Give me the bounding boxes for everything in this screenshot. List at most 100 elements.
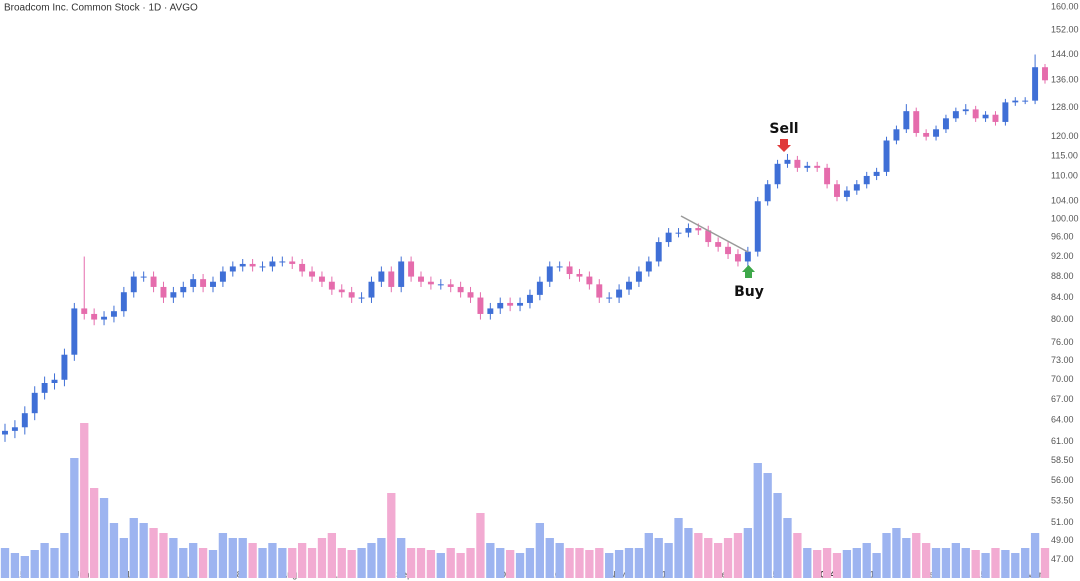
- volume-bar: [763, 473, 772, 578]
- candle-body: [933, 129, 940, 137]
- y-tick-label: 120.00: [1051, 131, 1079, 141]
- candle-body: [51, 379, 58, 384]
- volume-bar: [535, 523, 545, 578]
- candle-body: [2, 430, 8, 435]
- volume-bar: [208, 550, 218, 578]
- volume-bar: [307, 548, 317, 578]
- volume-bar: [486, 543, 495, 578]
- candle-body: [259, 266, 266, 268]
- candle-body: [210, 281, 216, 287]
- volume-bar: [30, 550, 39, 578]
- candle-body: [110, 311, 117, 317]
- volume-bar: [50, 548, 59, 578]
- candle-body: [388, 271, 395, 287]
- candle-body: [487, 308, 494, 314]
- volume-bar: [951, 543, 961, 578]
- candle-body: [309, 271, 316, 277]
- volume-bar: [733, 533, 743, 578]
- candle-body: [61, 354, 68, 380]
- volume-bar: [783, 518, 792, 578]
- candle-body: [71, 308, 78, 355]
- candle-body: [41, 383, 48, 393]
- volume-bar: [218, 533, 228, 578]
- candle-body: [477, 297, 484, 314]
- candle-body: [507, 302, 514, 306]
- candle-body: [784, 159, 791, 164]
- volume-bar: [466, 548, 475, 578]
- candle-body: [972, 109, 979, 119]
- candle-body: [705, 230, 712, 243]
- volume-bar: [694, 533, 703, 578]
- volume-bar: [367, 543, 376, 578]
- candle-body: [1002, 102, 1009, 122]
- volume-bar: [852, 548, 861, 578]
- candle-body: [903, 111, 910, 130]
- volume-bar: [268, 543, 277, 578]
- candle-body: [447, 284, 454, 287]
- volume-bar: [1021, 548, 1030, 578]
- candle-body: [626, 281, 632, 290]
- candle-body: [992, 114, 999, 122]
- candle-body: [160, 286, 167, 298]
- candle-body: [219, 271, 226, 282]
- candle-body: [913, 111, 920, 133]
- buy-label: Buy: [734, 284, 764, 300]
- volume-bar: [189, 543, 198, 578]
- volume-bar: [169, 538, 178, 578]
- y-tick-label: 76.00: [1051, 337, 1074, 347]
- candle-body: [853, 184, 860, 191]
- volume-bar: [119, 538, 129, 578]
- volume-bar: [595, 548, 604, 578]
- volume-bar: [832, 553, 842, 578]
- volume-bar: [89, 488, 99, 578]
- volume-bar: [60, 533, 69, 578]
- candle-body: [408, 261, 415, 277]
- volume-bar: [515, 553, 525, 578]
- candle-body: [1012, 100, 1019, 103]
- candle-body: [774, 163, 781, 185]
- y-tick-label: 70.00: [1051, 374, 1074, 384]
- candle-body: [586, 276, 593, 285]
- candle-body: [576, 274, 583, 277]
- volume-bar: [377, 538, 386, 578]
- volume-bar: [70, 458, 79, 578]
- volume-bar: [416, 548, 426, 578]
- volume-bar: [605, 553, 614, 578]
- volume-bar: [109, 523, 119, 578]
- y-tick-label: 53.50: [1051, 495, 1074, 505]
- volume-bar: [585, 550, 594, 578]
- volume-bar: [753, 463, 762, 578]
- candle-body: [120, 292, 127, 312]
- candle-body: [190, 279, 197, 287]
- candle-body: [962, 109, 969, 112]
- volume-bar: [288, 548, 297, 578]
- y-tick-label: 67.00: [1051, 394, 1074, 404]
- candle-body: [873, 171, 880, 176]
- volume-bar: [813, 550, 822, 578]
- volume-bar: [773, 493, 782, 578]
- y-tick-label: 115.00: [1051, 150, 1078, 160]
- volume-bar: [357, 548, 366, 578]
- volume-bar: [525, 548, 535, 578]
- volume-bar: [555, 543, 564, 578]
- candle-body: [616, 289, 623, 298]
- candle-body: [348, 292, 355, 298]
- y-tick-label: 84.00: [1051, 292, 1074, 302]
- candle-body: [794, 159, 801, 168]
- candle-body: [91, 313, 98, 320]
- y-tick-label: 88.00: [1051, 271, 1074, 281]
- candle-body: [11, 427, 18, 431]
- candle-body: [556, 266, 563, 268]
- volume-bar: [149, 528, 158, 578]
- volume-bar: [723, 538, 733, 578]
- y-tick-label: 80.00: [1051, 314, 1074, 324]
- y-tick-label: 51.00: [1051, 517, 1074, 527]
- candle-body: [101, 316, 108, 320]
- volume-bar: [912, 533, 921, 578]
- x-tick-label: 15: [15, 569, 25, 579]
- volume-bar: [842, 550, 852, 578]
- volume-bar: [159, 533, 168, 578]
- candle-body: [269, 261, 276, 267]
- volume-bar: [228, 538, 237, 578]
